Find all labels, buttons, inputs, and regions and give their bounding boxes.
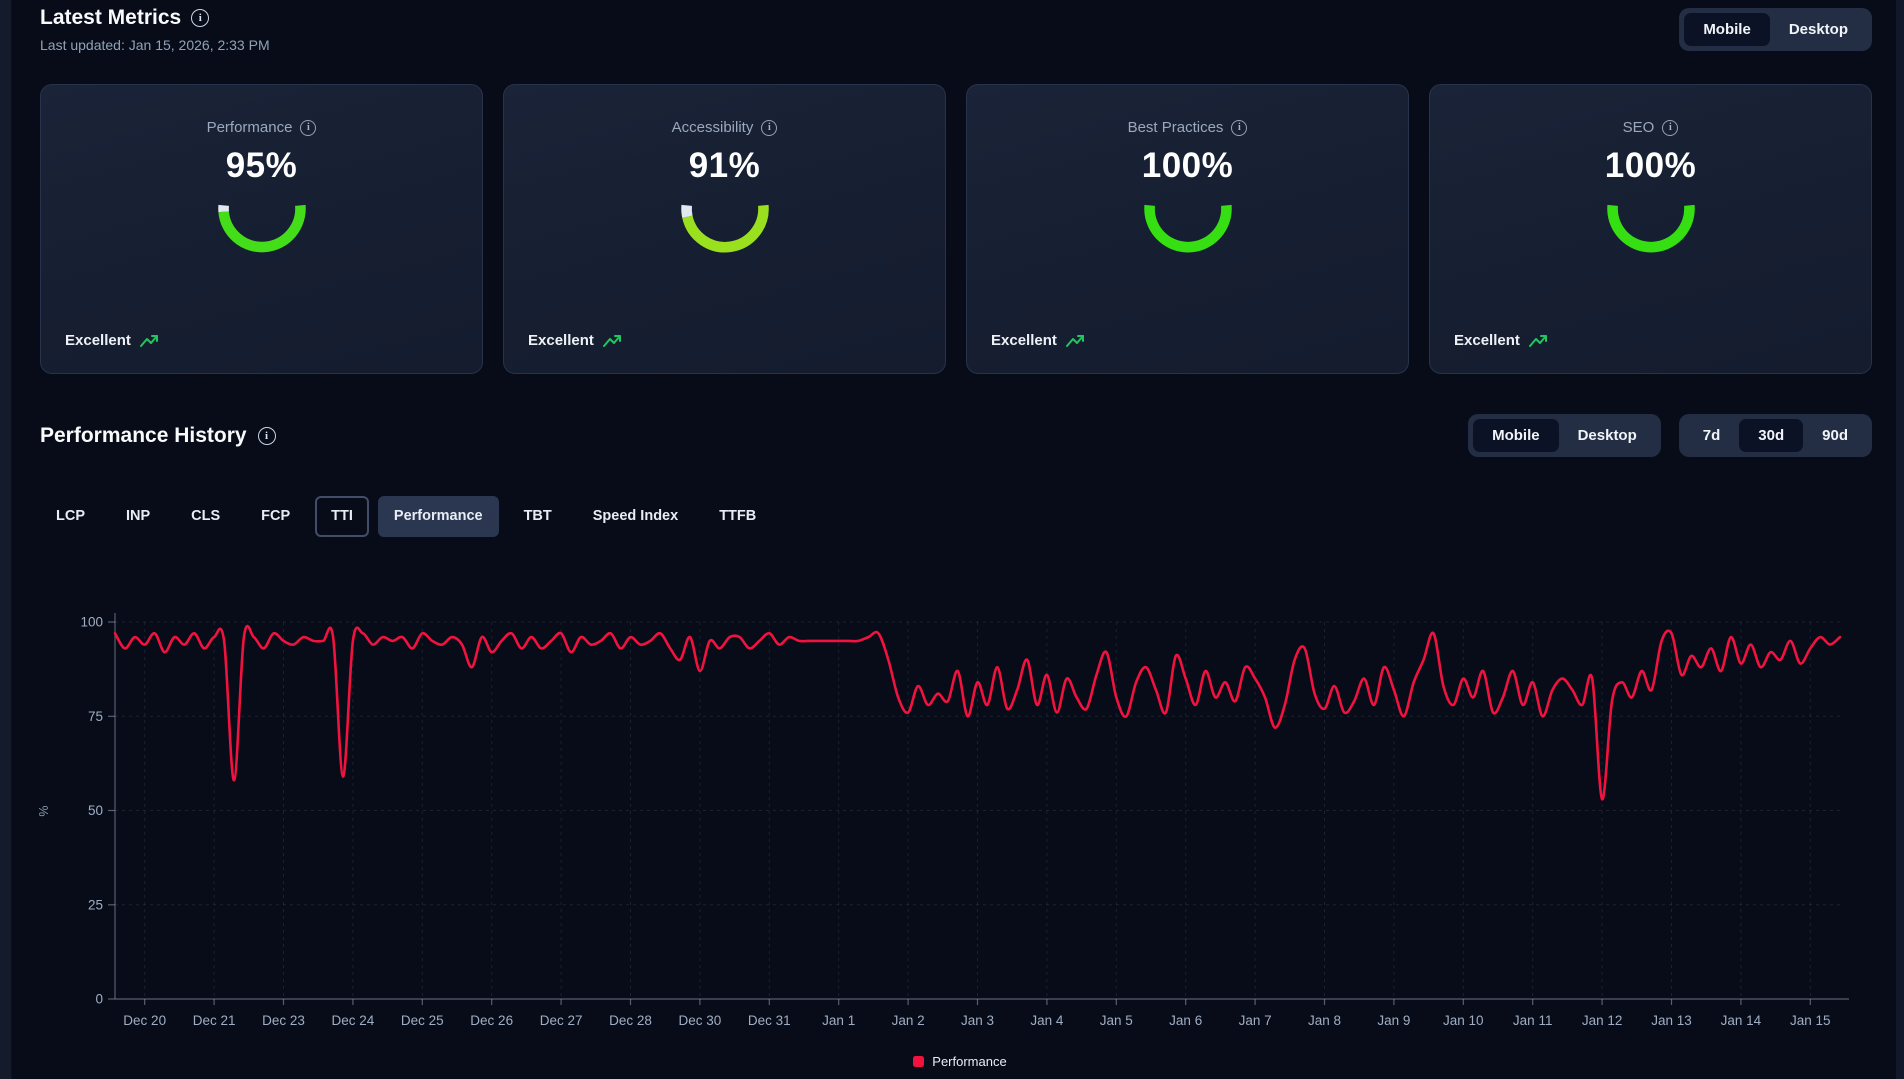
svg-text:100: 100: [80, 615, 103, 630]
metric-card-score: 100%: [1604, 146, 1697, 185]
trend-up-icon: [602, 334, 621, 347]
score-gauge: [680, 204, 769, 253]
metric-cards-row: Performance 95% Excellent Accessibility …: [40, 84, 1872, 374]
metric-card-score: 100%: [1141, 146, 1234, 185]
svg-text:Dec 28: Dec 28: [609, 1013, 652, 1028]
legend-swatch-icon: [913, 1056, 925, 1067]
metric-card-label: Accessibility: [671, 119, 754, 136]
svg-text:Jan 3: Jan 3: [961, 1013, 994, 1028]
svg-text:Jan 10: Jan 10: [1443, 1013, 1484, 1028]
svg-text:Jan 4: Jan 4: [1030, 1013, 1064, 1028]
status-badge: Excellent: [991, 332, 1057, 349]
svg-text:Dec 21: Dec 21: [193, 1013, 236, 1028]
svg-text:Dec 20: Dec 20: [123, 1013, 166, 1028]
svg-text:Dec 24: Dec 24: [332, 1013, 375, 1028]
history-controls: Mobile Desktop 7d 30d 90d: [1468, 414, 1872, 457]
metric-card-label: Best Practices: [1127, 119, 1224, 136]
device-toggle-history: Mobile Desktop: [1468, 414, 1661, 457]
chart-legend[interactable]: Performance: [30, 1054, 1890, 1069]
device-toggle-history-desktop[interactable]: Desktop: [1559, 419, 1656, 452]
section-title: Performance History: [40, 424, 247, 447]
info-icon[interactable]: [1231, 119, 1248, 136]
range-toggle-30d[interactable]: 30d: [1739, 419, 1804, 452]
svg-text:Dec 23: Dec 23: [262, 1013, 305, 1028]
metric-card-label: SEO: [1622, 119, 1655, 136]
page-title: Latest Metrics: [40, 6, 182, 29]
svg-text:Dec 25: Dec 25: [401, 1013, 444, 1028]
info-icon[interactable]: [300, 119, 317, 136]
range-toggle-90d[interactable]: 90d: [1803, 419, 1867, 452]
metric-card-seo: SEO 100% Excellent: [1429, 84, 1872, 374]
tab-performance[interactable]: Performance: [377, 496, 499, 537]
info-icon[interactable]: [761, 119, 778, 136]
tab-tbt[interactable]: TBT: [508, 496, 568, 537]
svg-text:Dec 26: Dec 26: [470, 1013, 513, 1028]
status-badge: Excellent: [1454, 332, 1520, 349]
metric-card-best-practices: Best Practices 100% Excellent: [966, 84, 1409, 374]
performance-history-chart[interactable]: Dec 20 Dec 21 Dec 23 Dec 24 Dec 25 Dec 26 Dec …: [30, 598, 1890, 1076]
score-gauge: [1143, 204, 1232, 253]
metric-card-accessibility: Accessibility 91% Excellent: [503, 84, 946, 374]
legend-label: Performance: [932, 1054, 1007, 1069]
performance-history-header: Performance History: [40, 424, 276, 448]
last-updated-text: Last updated: Jan 15, 2026, 2:33 PM: [40, 37, 270, 53]
line-chart-canvas[interactable]: Dec 20 Dec 21 Dec 23 Dec 24 Dec 25 Dec 26 Dec …: [30, 598, 1890, 1050]
device-toggle-top-desktop[interactable]: Desktop: [1770, 13, 1867, 46]
svg-text:Jan 14: Jan 14: [1721, 1013, 1762, 1028]
trend-up-icon: [1065, 334, 1084, 347]
range-toggle-7d[interactable]: 7d: [1684, 419, 1740, 452]
trend-up-icon: [1528, 334, 1547, 347]
device-toggle-history-mobile[interactable]: Mobile: [1473, 419, 1559, 452]
info-icon[interactable]: [191, 9, 210, 27]
right-scrollbar-track[interactable]: [1896, 0, 1904, 1079]
metric-tabs: LCP INP CLS FCP TTI Performance TBT Spee…: [40, 496, 772, 537]
metric-card-performance: Performance 95% Excellent: [40, 84, 483, 374]
score-gauge: [1606, 204, 1695, 253]
metric-card-score: 91%: [688, 146, 761, 185]
svg-text:%: %: [37, 805, 51, 816]
tab-cls[interactable]: CLS: [175, 496, 236, 537]
tab-speed-index[interactable]: Speed Index: [577, 496, 694, 537]
svg-text:Dec 27: Dec 27: [540, 1013, 583, 1028]
tab-tti[interactable]: TTI: [315, 496, 369, 537]
metric-card-score: 95%: [225, 146, 298, 185]
score-gauge: [217, 204, 306, 253]
svg-text:Jan 1: Jan 1: [822, 1013, 855, 1028]
svg-text:Dec 31: Dec 31: [748, 1013, 791, 1028]
svg-text:Jan 12: Jan 12: [1582, 1013, 1623, 1028]
svg-text:75: 75: [88, 709, 103, 724]
svg-text:Dec 30: Dec 30: [679, 1013, 722, 1028]
svg-text:Jan 7: Jan 7: [1239, 1013, 1272, 1028]
tab-lcp[interactable]: LCP: [40, 496, 101, 537]
device-toggle-top-mobile[interactable]: Mobile: [1684, 13, 1770, 46]
svg-text:50: 50: [88, 803, 103, 818]
info-icon[interactable]: [257, 427, 276, 445]
tab-inp[interactable]: INP: [110, 496, 166, 537]
svg-text:Jan 6: Jan 6: [1169, 1013, 1202, 1028]
range-toggle: 7d 30d 90d: [1678, 414, 1872, 457]
trend-up-icon: [139, 334, 158, 347]
left-scrollbar-track[interactable]: [0, 0, 12, 1079]
device-toggle-top: Mobile Desktop: [1679, 8, 1872, 51]
svg-text:Jan 11: Jan 11: [1513, 1013, 1553, 1028]
svg-text:25: 25: [88, 897, 103, 912]
svg-text:Jan 9: Jan 9: [1377, 1013, 1410, 1028]
svg-text:Jan 8: Jan 8: [1308, 1013, 1341, 1028]
tab-fcp[interactable]: FCP: [245, 496, 306, 537]
info-icon[interactable]: [1662, 119, 1679, 136]
svg-text:Jan 2: Jan 2: [892, 1013, 925, 1028]
latest-metrics-header: Latest Metrics Last updated: Jan 15, 202…: [40, 6, 270, 53]
status-badge: Excellent: [65, 332, 131, 349]
tab-ttfb[interactable]: TTFB: [703, 496, 772, 537]
svg-text:Jan 13: Jan 13: [1651, 1013, 1692, 1028]
metric-card-label: Performance: [206, 119, 293, 136]
svg-text:Jan 5: Jan 5: [1100, 1013, 1133, 1028]
status-badge: Excellent: [528, 332, 594, 349]
svg-text:Jan 15: Jan 15: [1790, 1013, 1831, 1028]
svg-text:0: 0: [95, 992, 103, 1007]
